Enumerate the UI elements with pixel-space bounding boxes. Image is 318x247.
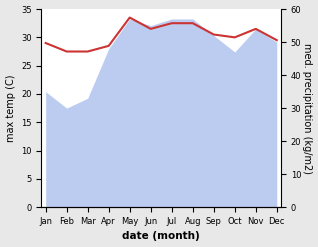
Y-axis label: med. precipitation (kg/m2): med. precipitation (kg/m2)	[302, 43, 313, 174]
X-axis label: date (month): date (month)	[122, 231, 200, 242]
Y-axis label: max temp (C): max temp (C)	[5, 74, 16, 142]
